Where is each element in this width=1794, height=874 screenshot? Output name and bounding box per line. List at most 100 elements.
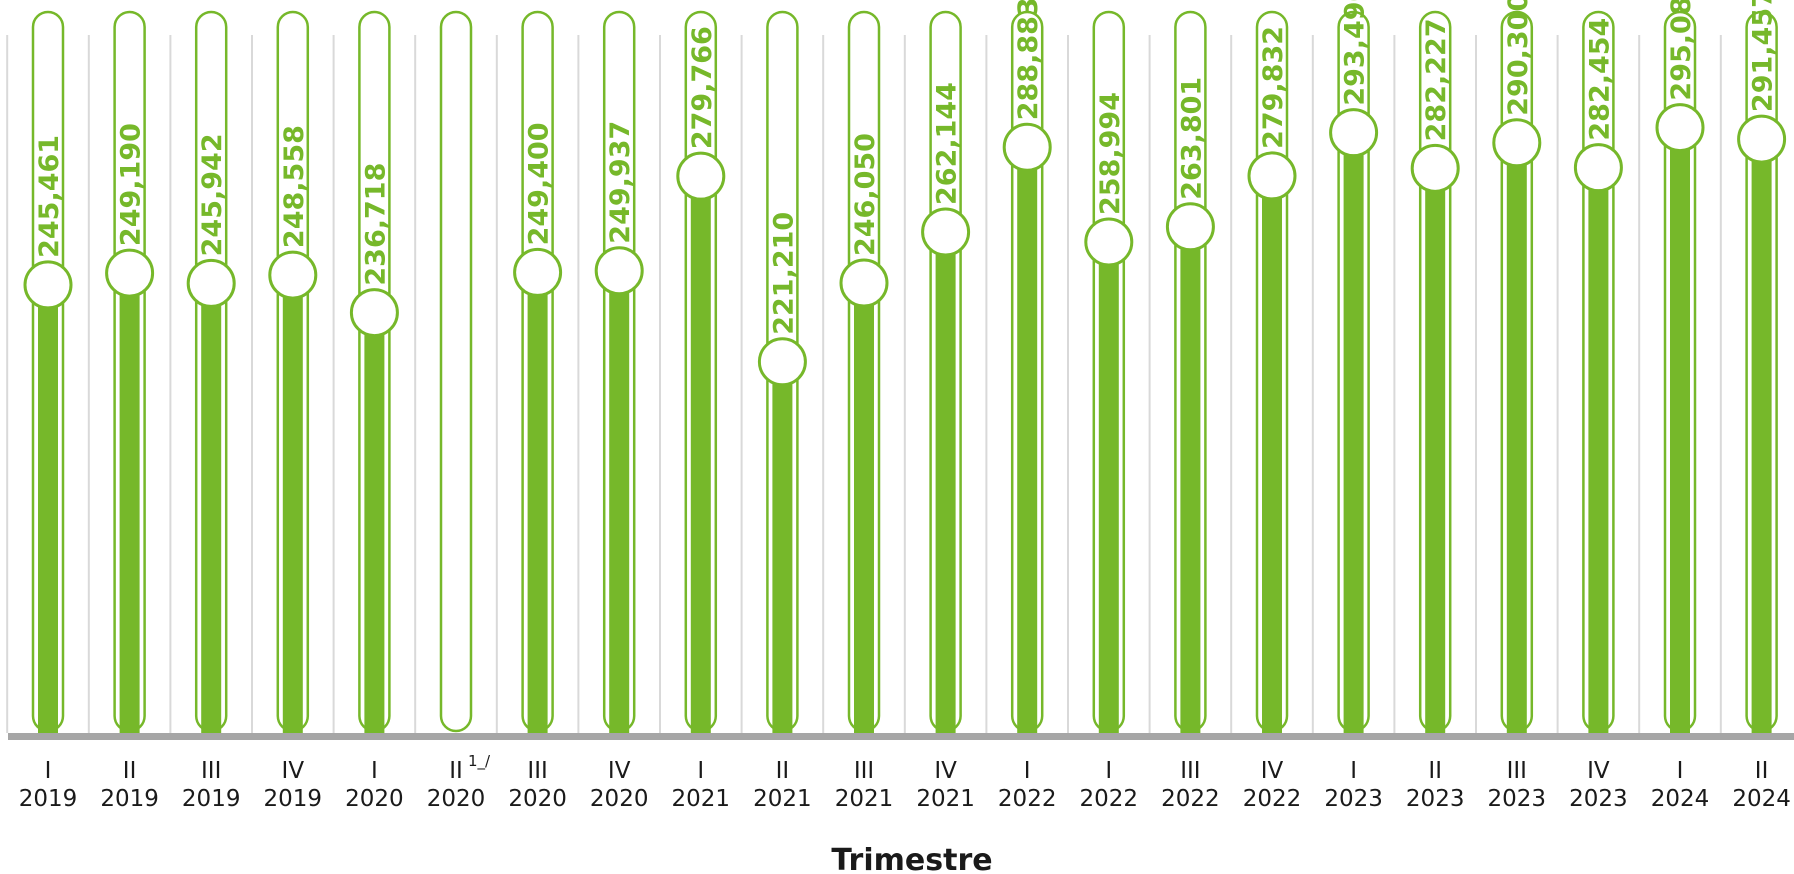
tick-label-year: 2023 [1488, 786, 1547, 812]
bar [1180, 226, 1201, 733]
tick-label-quarter: IV [608, 758, 631, 784]
data-label: 249,190 [116, 123, 147, 246]
bar [527, 272, 548, 733]
bar [201, 283, 222, 733]
data-label: 290,300 [1503, 0, 1534, 116]
tick-label-year: 2024 [1651, 786, 1710, 812]
bar-end-marker [268, 250, 318, 300]
bar-end-marker [105, 248, 155, 298]
bar-end-marker [1002, 122, 1052, 172]
bar-end-marker [23, 260, 73, 310]
data-label: 245,942 [197, 133, 228, 256]
tick-label-year: 2021 [753, 786, 812, 812]
tick-label-year: 2022 [1080, 786, 1139, 812]
bar-end-marker [1492, 118, 1542, 168]
tick-footnote: 1_/ [468, 752, 491, 771]
bar-end-marker [839, 258, 889, 308]
tick-label-quarter: I [371, 758, 378, 784]
bar [364, 312, 385, 733]
tick-label-quarter: III [1180, 758, 1200, 784]
bar-end-marker [1655, 103, 1705, 153]
tick-label-quarter: IV [934, 758, 957, 784]
tick-label-year: 2022 [998, 786, 1057, 812]
tick-label-quarter: III [1507, 758, 1527, 784]
gridlines [6, 35, 1722, 733]
tick-label-quarter: I [45, 758, 52, 784]
tick-label-year: 2023 [1569, 786, 1628, 812]
bar [1670, 127, 1690, 733]
bar [1017, 147, 1038, 733]
tick-label-quarter: I [697, 758, 704, 784]
tick-label-year: 2020 [508, 786, 567, 812]
bar-end-marker [757, 337, 807, 387]
tick-label-year: 2020 [345, 786, 404, 812]
bar-end-marker [349, 288, 399, 338]
bar-end-marker [676, 151, 726, 201]
bar [854, 283, 874, 733]
tick-label-quarter: IV [282, 758, 305, 784]
bar-end-marker [1410, 143, 1460, 193]
bar [690, 176, 711, 733]
data-label: 293,490 [1340, 0, 1371, 106]
tick-label-quarter: II [449, 758, 463, 784]
tick-label-year: 2019 [19, 786, 78, 812]
data-label: 246,050 [850, 133, 881, 256]
tick-label-year: 2019 [100, 786, 159, 812]
bars: 245,461 249,190 245,942 248,558 236,718 249,4… [23, 0, 1787, 734]
tick-label-year: 2021 [672, 786, 731, 812]
data-label: 221,210 [768, 212, 799, 335]
bar-end-marker [921, 207, 971, 257]
tick-label-quarter: II [1428, 758, 1442, 784]
bar-end-marker [1737, 114, 1787, 164]
tick-label-year: 2022 [1243, 786, 1302, 812]
tick-label-year: 2021 [916, 786, 975, 812]
data-label: 295,085 [1666, 0, 1697, 101]
data-label: 263,801 [1176, 77, 1207, 200]
tick-label-year: 2024 [1732, 786, 1791, 812]
bar-end-marker [186, 258, 236, 308]
data-label: 288,883 [1013, 0, 1044, 120]
data-label: 279,832 [1258, 26, 1289, 149]
tick-label-year: 2023 [1406, 786, 1465, 812]
x-axis-title: Trimestre [831, 843, 992, 874]
data-label: 279,766 [687, 26, 718, 149]
data-label: 282,227 [1421, 18, 1452, 141]
bar [1262, 175, 1282, 733]
bar [1425, 168, 1446, 734]
bar-end-marker [513, 247, 563, 297]
bar [772, 361, 793, 733]
tick-label-quarter: II [1755, 758, 1769, 784]
bar [282, 275, 303, 733]
bar [1588, 167, 1609, 733]
tick-label-year: 2020 [590, 786, 649, 812]
tick-label-quarter: III [201, 758, 221, 784]
bar [119, 273, 140, 733]
tick-label-year: 2021 [835, 786, 894, 812]
bar-end-marker [1165, 202, 1215, 252]
tick-label-year: 2020 [427, 786, 486, 812]
tick-label-year: 2022 [1161, 786, 1220, 812]
x-axis-baseline [8, 733, 1794, 740]
tick-label-quarter: IV [1261, 758, 1284, 784]
data-label: 236,718 [360, 163, 391, 286]
data-label: 282,454 [1584, 18, 1615, 141]
bar [935, 232, 956, 733]
data-label: 258,994 [1095, 92, 1126, 215]
tick-label-quarter: IV [1587, 758, 1610, 784]
tick-label-quarter: II [123, 758, 137, 784]
bar [1343, 132, 1364, 733]
data-label: 245,461 [34, 135, 65, 258]
bar [38, 284, 58, 733]
bar [1098, 241, 1119, 733]
bar [609, 270, 630, 733]
tick-label-year: 2019 [264, 786, 323, 812]
bar-end-marker [1084, 217, 1134, 267]
bar [1506, 142, 1527, 733]
data-label: 249,937 [605, 121, 636, 244]
bar-track [439, 10, 473, 733]
tick-label-quarter: I [1105, 758, 1112, 784]
tick-label-quarter: III [527, 758, 547, 784]
tick-label-quarter: III [854, 758, 874, 784]
